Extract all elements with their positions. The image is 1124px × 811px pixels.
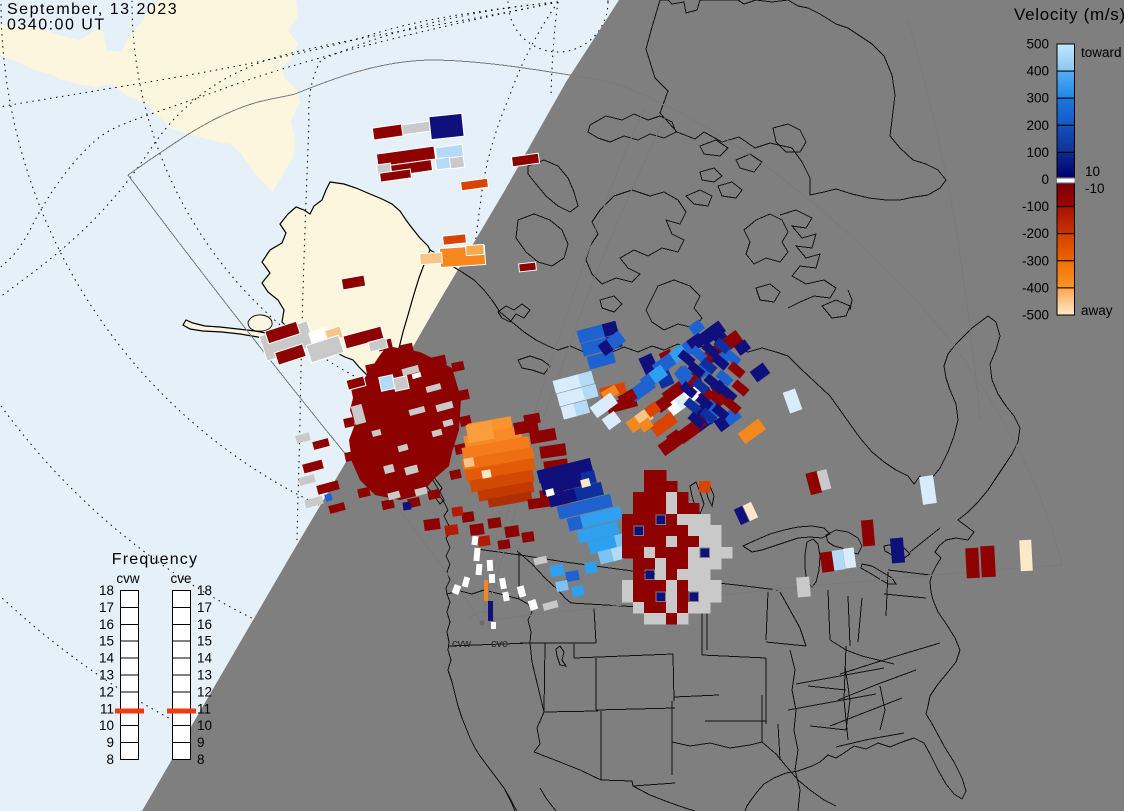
svg-text:8: 8 <box>197 752 205 767</box>
svg-text:100: 100 <box>1026 145 1049 160</box>
svg-text:toward: toward <box>1081 45 1122 60</box>
svg-text:10: 10 <box>1085 164 1100 179</box>
svg-text:11: 11 <box>197 701 211 716</box>
svg-text:12: 12 <box>99 684 114 699</box>
svg-text:500: 500 <box>1026 37 1049 52</box>
svg-text:0: 0 <box>1041 172 1049 187</box>
svg-text:400: 400 <box>1026 64 1049 79</box>
svg-text:-200: -200 <box>1022 226 1049 241</box>
svg-text:-500: -500 <box>1022 308 1049 323</box>
svg-text:cve: cve <box>491 638 508 650</box>
svg-text:0340:00 UT: 0340:00 UT <box>7 17 106 34</box>
svg-text:12: 12 <box>197 684 212 699</box>
svg-text:16: 16 <box>99 617 114 632</box>
svg-text:15: 15 <box>99 634 114 649</box>
svg-text:September, 13 2023: September, 13 2023 <box>7 1 178 18</box>
svg-text:13: 13 <box>99 668 114 683</box>
svg-text:-300: -300 <box>1022 253 1049 268</box>
svg-text:18: 18 <box>99 583 114 598</box>
svg-text:cve: cve <box>170 571 191 586</box>
svg-text:cvw: cvw <box>452 638 471 650</box>
svg-text:cvw: cvw <box>116 571 140 586</box>
svg-text:14: 14 <box>99 651 115 666</box>
svg-text:-400: -400 <box>1022 280 1049 295</box>
svg-text:17: 17 <box>99 600 114 615</box>
svg-text:17: 17 <box>197 600 212 615</box>
svg-text:Frequency: Frequency <box>112 551 198 568</box>
svg-text:-100: -100 <box>1022 199 1049 214</box>
svg-text:13: 13 <box>197 668 212 683</box>
svg-text:8: 8 <box>106 752 114 767</box>
svg-text:14: 14 <box>197 651 213 666</box>
svg-text:15: 15 <box>197 634 212 649</box>
svg-text:10: 10 <box>197 718 212 733</box>
svg-text:10: 10 <box>99 718 114 733</box>
svg-text:-10: -10 <box>1085 181 1105 196</box>
svg-text:18: 18 <box>197 583 212 598</box>
svg-text:Velocity (m/s): Velocity (m/s) <box>1014 5 1124 24</box>
svg-text:200: 200 <box>1026 118 1049 133</box>
svg-text:300: 300 <box>1026 91 1049 106</box>
svg-text:11: 11 <box>100 701 114 716</box>
svg-text:16: 16 <box>197 617 212 632</box>
svg-text:away: away <box>1081 303 1113 318</box>
svg-text:9: 9 <box>197 735 205 750</box>
svg-text:9: 9 <box>106 735 114 750</box>
